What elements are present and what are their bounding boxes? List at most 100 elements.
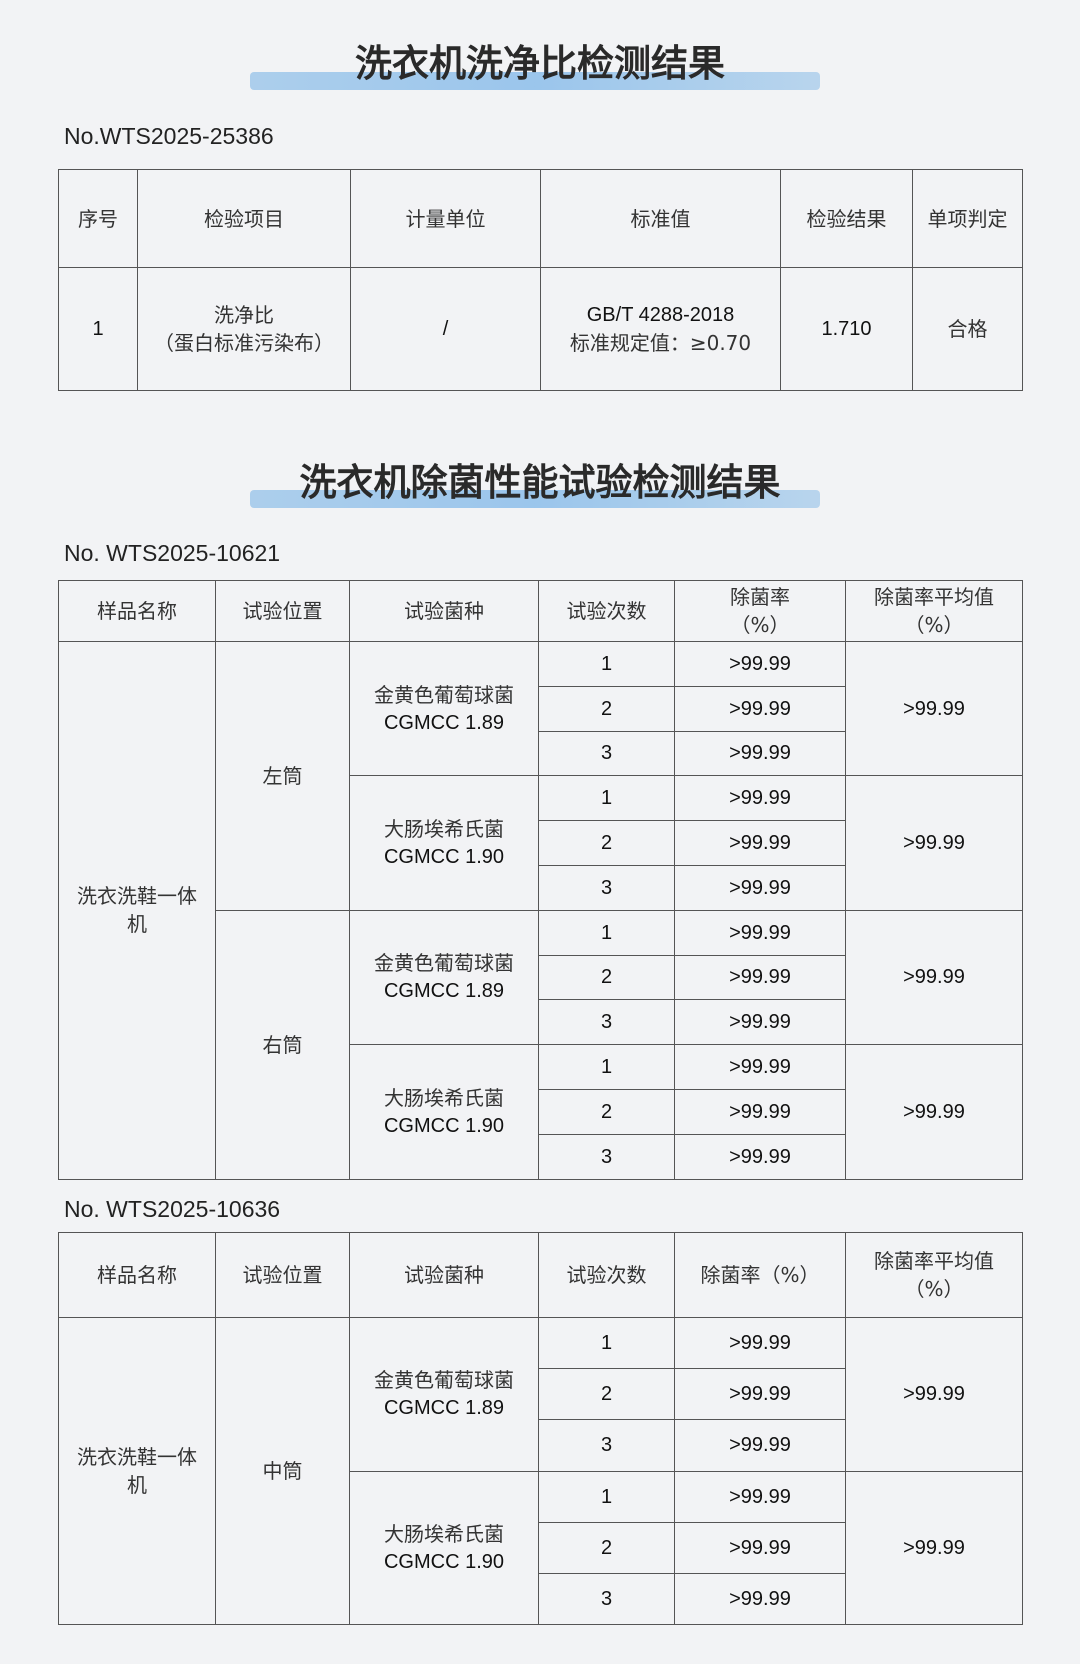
trial-cell: 1 — [538, 909, 675, 956]
average-rate-cell: >99.99 — [845, 1317, 1023, 1472]
table-row: 3 >99.99 — [59, 730, 1023, 777]
trial-cell: 2 — [538, 1088, 675, 1135]
table-row: 3 >99.99 — [59, 1419, 1023, 1472]
strain-cell: 金黄色葡萄球菌 CGMCC 1.89 — [349, 1317, 539, 1472]
item-note: （蛋白标准污染布） — [154, 331, 334, 355]
strain-code: CGMCC 1.89 — [383, 711, 505, 734]
table-row: 大肠埃希氏菌 CGMCC 1.90 1 >99.99 >99.99 — [59, 775, 1023, 911]
strain-code: CGMCC 1.90 — [383, 846, 505, 869]
trial-cell: 2 — [538, 685, 675, 732]
rate-cell: >99.99 — [674, 999, 846, 1046]
title-highlight — [250, 72, 820, 90]
position-cell: 左筒 — [215, 641, 350, 911]
rate-cell: >99.99 — [674, 1316, 846, 1370]
header-cell: 试验次数 — [538, 1232, 675, 1318]
wash-ratio-table: 序号 检验项目 计量单位 标准值 检验结果 单项判定 1 洗净比 （蛋白标准污染布… — [58, 169, 1023, 391]
sample-name-cell: 洗衣洗鞋一体机 — [58, 1316, 216, 1626]
strain-code: CGMCC 1.89 — [383, 980, 505, 1003]
item-cell: 洗净比 （蛋白标准污染布） — [137, 267, 351, 391]
rate-cell: >99.99 — [674, 1470, 846, 1523]
trial-cell: 3 — [538, 999, 675, 1046]
header-cell: 序号 — [58, 169, 138, 268]
header-cell: 单项判定 — [912, 169, 1023, 268]
table-row: 1 洗净比 （蛋白标准污染布） / GB/T 4288-2018 标准规定值：≥0.… — [58, 267, 1023, 391]
title-highlight — [250, 490, 820, 508]
table-row: 2 >99.99 — [59, 820, 1023, 866]
rate-cell: >99.99 — [674, 685, 846, 732]
header-cell: 试验次数 — [538, 580, 675, 642]
report-number: No.WTS2025-25386 — [64, 123, 274, 149]
rate-cell: >99.99 — [674, 1088, 846, 1135]
rate-cell: >99.99 — [674, 641, 846, 687]
standard-cell: GB/T 4288-2018 标准规定值：≥0.70 — [540, 267, 781, 391]
table-row: 大肠埃希氏菌 CGMCC 1.90 1 >99.99 >99.99 — [59, 1044, 1023, 1180]
strain-name: 金黄色葡萄球菌 — [374, 1368, 514, 1393]
strain-cell: 大肠埃希氏菌 CGMCC 1.90 — [349, 775, 539, 911]
header-cell: 检验结果 — [780, 169, 913, 268]
trial-cell: 1 — [538, 641, 675, 687]
trial-cell: 2 — [538, 1521, 675, 1574]
strain-name: 金黄色葡萄球菌 — [374, 682, 514, 707]
report-number: No. WTS2025-10621 — [64, 540, 281, 566]
rate-cell: >99.99 — [674, 1521, 846, 1574]
average-rate-cell: >99.99 — [845, 775, 1023, 911]
strain-code: CGMCC 1.90 — [383, 1114, 505, 1137]
trial-cell: 2 — [538, 954, 675, 1001]
table-row: 洗衣洗鞋一体机 中筒 金黄色葡萄球菌 CGMCC 1.89 1 >99.99 >99.99 — [58, 1316, 1023, 1626]
trial-cell: 3 — [538, 730, 675, 777]
trial-cell: 1 — [538, 775, 675, 822]
report-number: No. WTS2025-10636 — [64, 1196, 281, 1222]
strain-name: 大肠埃希氏菌 — [384, 1085, 504, 1110]
header-cell: 样品名称 — [58, 580, 216, 642]
item-name: 洗净比 — [214, 303, 274, 327]
header-cell: 试验位置 — [215, 1232, 350, 1318]
header-row: 序号 检验项目 计量单位 标准值 检验结果 单项判定 — [58, 169, 1023, 268]
strain-name: 大肠埃希氏菌 — [384, 817, 504, 842]
rate-cell: >99.99 — [674, 954, 846, 1001]
table-row: 2 >99.99 — [59, 685, 1023, 732]
trial-cell: 3 — [538, 864, 675, 911]
table-row: 2 >99.99 — [59, 954, 1023, 1001]
header-cell: 计量单位 — [350, 169, 541, 268]
trial-cell: 2 — [538, 1368, 675, 1421]
trial-cell: 1 — [538, 1044, 675, 1090]
rate-cell: >99.99 — [674, 909, 846, 956]
trial-cell: 2 — [538, 820, 675, 866]
rate-cell: >99.99 — [674, 730, 846, 777]
trial-cell: 1 — [538, 1470, 675, 1523]
antibacterial-table-2: 样品名称 试验位置 试验菌种 试验次数 除菌率（%） 除菌率平均值 （%） 洗衣洗鞋一体机中… — [58, 1232, 1023, 1626]
standard-value: 标准规定值：≥0.70 — [569, 331, 752, 355]
index-cell: 1 — [58, 267, 138, 391]
rate-cell: >99.99 — [674, 1133, 846, 1180]
header-row: 样品名称 试验位置 试验菌种 试验次数 除菌率（%） 除菌率平均值 （%） — [58, 1232, 1023, 1318]
trial-cell: 1 — [538, 1316, 675, 1370]
standard-code: GB/T 4288-2018 — [586, 304, 735, 326]
strain-cell: 大肠埃希氏菌 CGMCC 1.90 — [349, 1470, 539, 1626]
result-cell: 1.710 — [780, 267, 913, 391]
header-cell: 除菌率平均值 （%） — [845, 1232, 1023, 1318]
header-cell: 检验项目 — [137, 169, 351, 268]
average-rate-cell: >99.99 — [845, 1470, 1023, 1626]
header-cell: 除菌率平均值 （%） — [845, 580, 1023, 642]
table-row: 2 >99.99 — [59, 1368, 1023, 1421]
strain-code: CGMCC 1.89 — [383, 1397, 505, 1420]
header-cell: 除菌率（%） — [674, 1232, 846, 1318]
rate-cell: >99.99 — [674, 775, 846, 822]
average-rate-cell: >99.99 — [845, 1044, 1023, 1180]
table-row: 2 >99.99 — [59, 1088, 1023, 1135]
average-rate-cell: >99.99 — [845, 909, 1023, 1046]
trial-cell: 3 — [538, 1572, 675, 1626]
table-row: 2 >99.99 — [59, 1521, 1023, 1574]
strain-code: CGMCC 1.90 — [383, 1550, 505, 1573]
rate-cell: >99.99 — [674, 820, 846, 866]
average-rate-cell: >99.99 — [845, 640, 1023, 777]
trial-cell: 3 — [538, 1133, 675, 1180]
strain-cell: 金黄色葡萄球菌 CGMCC 1.89 — [349, 909, 539, 1046]
strain-cell: 大肠埃希氏菌 CGMCC 1.90 — [349, 1044, 539, 1180]
unit-cell: / — [350, 267, 541, 391]
strain-name: 大肠埃希氏菌 — [384, 1521, 504, 1546]
trial-cell: 3 — [538, 1419, 675, 1472]
position-cell: 中筒 — [215, 1316, 350, 1626]
section2-title: 洗衣机除菌性能试验检测结果 — [299, 461, 781, 504]
table-row: 3 >99.99 — [59, 999, 1023, 1046]
